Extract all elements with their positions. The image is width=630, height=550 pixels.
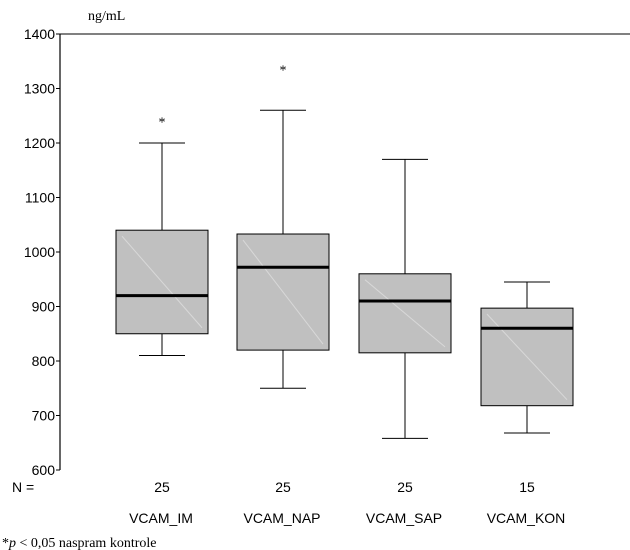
footnote-p: p bbox=[8, 536, 16, 550]
boxes-layer: ** bbox=[115, 64, 574, 439]
y-tick-label: 600 bbox=[32, 462, 56, 478]
y-tick-label: 1100 bbox=[25, 190, 55, 206]
y-axis-unit-label: ng/mL bbox=[88, 9, 125, 24]
y-tick-label: 1000 bbox=[24, 244, 55, 260]
n-value: 25 bbox=[154, 479, 170, 495]
x-category-label: VCAM_NAP bbox=[243, 510, 320, 526]
y-tick-label: 1300 bbox=[24, 81, 55, 97]
significance-marker: * bbox=[159, 115, 166, 130]
footnote-star: * bbox=[2, 536, 9, 550]
x-category-label: VCAM_KON bbox=[487, 510, 566, 526]
box-shading bbox=[364, 279, 446, 348]
y-tick-label: 800 bbox=[32, 353, 56, 369]
significance-marker: * bbox=[280, 64, 287, 79]
n-value: 25 bbox=[397, 479, 413, 495]
x-category-label: VCAM_IM bbox=[129, 510, 193, 526]
x-category-label: VCAM_SAP bbox=[366, 510, 442, 526]
box-shading bbox=[242, 239, 324, 345]
y-tick-label: 900 bbox=[32, 299, 56, 315]
box-vcam-im: * bbox=[115, 115, 209, 357]
box-shading bbox=[121, 235, 203, 329]
footnote: *p < 0,05 naspram kontrole bbox=[2, 536, 156, 550]
box-vcam-nap: * bbox=[236, 64, 330, 389]
y-tick-label: 700 bbox=[32, 408, 56, 424]
n-label: N = bbox=[12, 479, 34, 495]
n-value: 15 bbox=[519, 479, 535, 495]
box-vcam-sap bbox=[358, 158, 452, 439]
n-value: 25 bbox=[275, 479, 291, 495]
y-tick-label: 1400 bbox=[24, 26, 55, 42]
y-tick-label: 1200 bbox=[24, 135, 55, 151]
axes-layer: 600 700 800 900 1000 1100 1200 1300 1400 25 VCAM_I… bbox=[24, 26, 630, 526]
box-vcam-kon bbox=[480, 281, 574, 434]
footnote-text: < 0,05 naspram kontrole bbox=[16, 536, 156, 550]
